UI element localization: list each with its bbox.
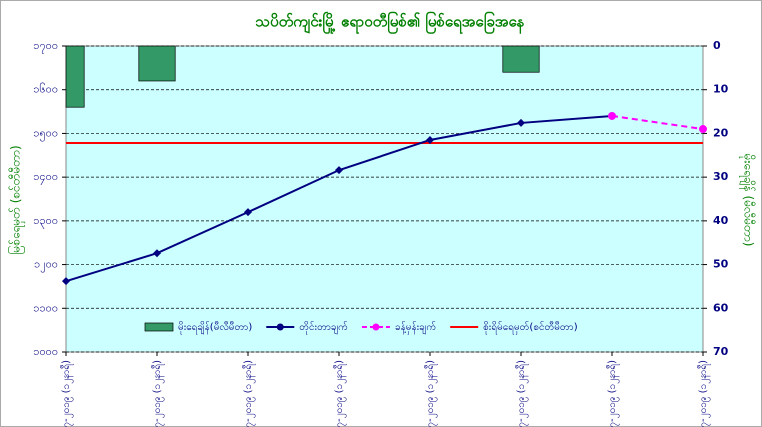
y-axis-label: မြစ်ရေမှတ် (စင်တီမီတာ) xyxy=(7,145,26,254)
x-tick-label: ၁၃-၇-၂၀၁၉ (၁၂နာရီ) xyxy=(59,360,74,427)
y2-tick-label: 20 xyxy=(713,126,729,139)
bar xyxy=(502,45,540,73)
y-tick-label: ၁၀၀၀ xyxy=(33,345,58,358)
x-tick-label: ၁၇-၇-၂၀၁၉ (၁၂နာရီ) xyxy=(423,360,438,427)
y-tick-label: ၁၃၀၀ xyxy=(33,214,58,229)
y-tick-label: ၁၂၀၀ xyxy=(34,258,58,273)
x-tick-label: ၁၉-၇-၂၀၁၉ (၁၂နာရီ) xyxy=(605,360,620,427)
legend-label: မိုးရေချိန်(မီလီမီတာ) xyxy=(178,320,252,335)
y2-tick-label: 70 xyxy=(713,345,729,358)
legend-label: ခန့်မှန်းချက် xyxy=(395,320,436,335)
plot-area xyxy=(65,45,704,353)
point xyxy=(244,208,252,217)
x-tick-label: ၁၄-၇-၂၀၁၉ (၁၂နာရီ) xyxy=(150,360,165,427)
y-tick-label: ၁၁၀၀ xyxy=(33,301,58,314)
y-tick-label: ၁၆၀၀ xyxy=(33,83,58,96)
point xyxy=(699,125,707,134)
line-series xyxy=(611,114,704,131)
x-tick-label: ၁၈-၇-၂၀၁၉ (၁၂နာရီ) xyxy=(514,360,529,427)
x-tick-label: ၁၅-၇-၂၀၁၉ (၁၂နာရီ) xyxy=(241,360,256,427)
point xyxy=(608,111,616,120)
point xyxy=(62,277,70,286)
y2-tick-label: 0 xyxy=(713,39,721,52)
bar xyxy=(65,45,85,108)
x-tick-label: ၁၆-၇-၂၀၁၉ (၁၂နာရီ) xyxy=(332,360,347,427)
bar xyxy=(138,45,176,82)
point xyxy=(153,249,161,258)
y2-tick-label: 30 xyxy=(713,170,729,183)
y2-tick-label: 10 xyxy=(713,83,729,96)
y2-axis-label: မိုးရေချိန် (မီလီမီတာ) xyxy=(739,154,757,247)
y-tick-label: ၁၇၀၀ xyxy=(33,39,58,54)
legend-marker xyxy=(276,323,284,331)
point xyxy=(517,118,525,127)
legend-label: စိုးရိမ်ရေမှတ်(စင်တီမီတာ) xyxy=(483,320,578,335)
legend-swatch xyxy=(144,322,174,332)
y-tick-label: ၁၅၀၀ xyxy=(33,126,58,141)
y2-tick-label: 40 xyxy=(713,214,729,227)
legend-marker xyxy=(372,323,380,331)
y2-tick-label: 50 xyxy=(713,258,729,271)
y-tick-label: ၁၄၀၀ xyxy=(33,170,58,185)
y2-tick-label: 60 xyxy=(713,301,729,314)
x-tick-label: ၂၀-၇-၂၀၁၉ (၁၂နာရီ) xyxy=(696,360,711,427)
legend-label: တိုင်းတာချက် xyxy=(299,320,348,335)
point xyxy=(335,166,343,175)
point xyxy=(426,135,434,144)
